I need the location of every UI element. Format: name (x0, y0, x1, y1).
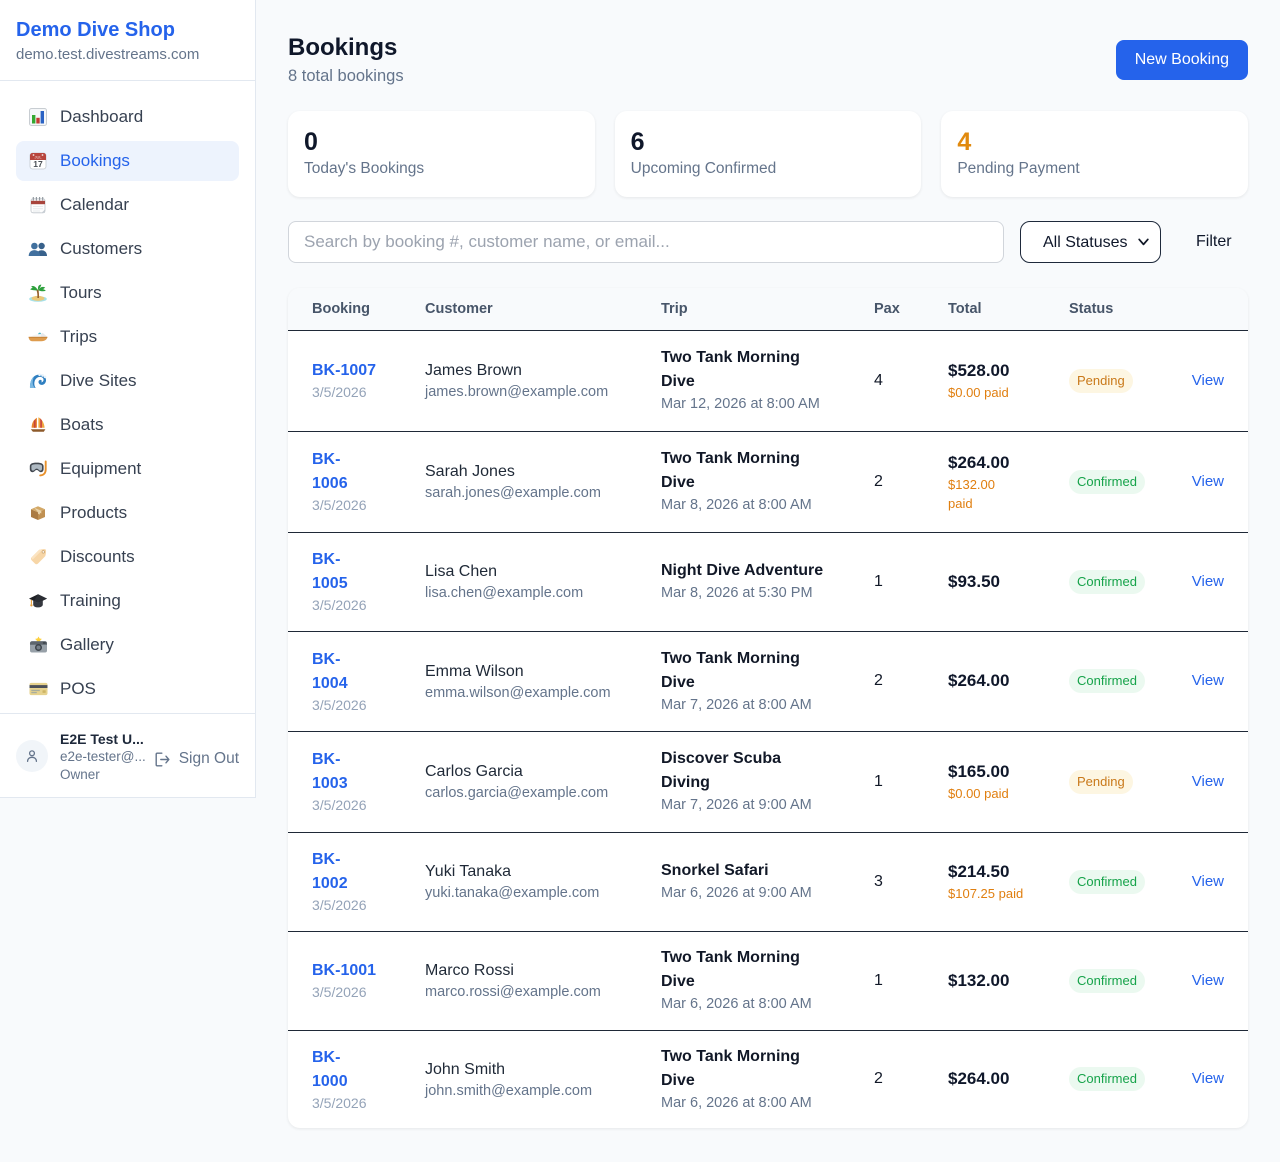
svg-text:17: 17 (33, 159, 43, 169)
svg-text:JUL: JUL (34, 155, 42, 160)
